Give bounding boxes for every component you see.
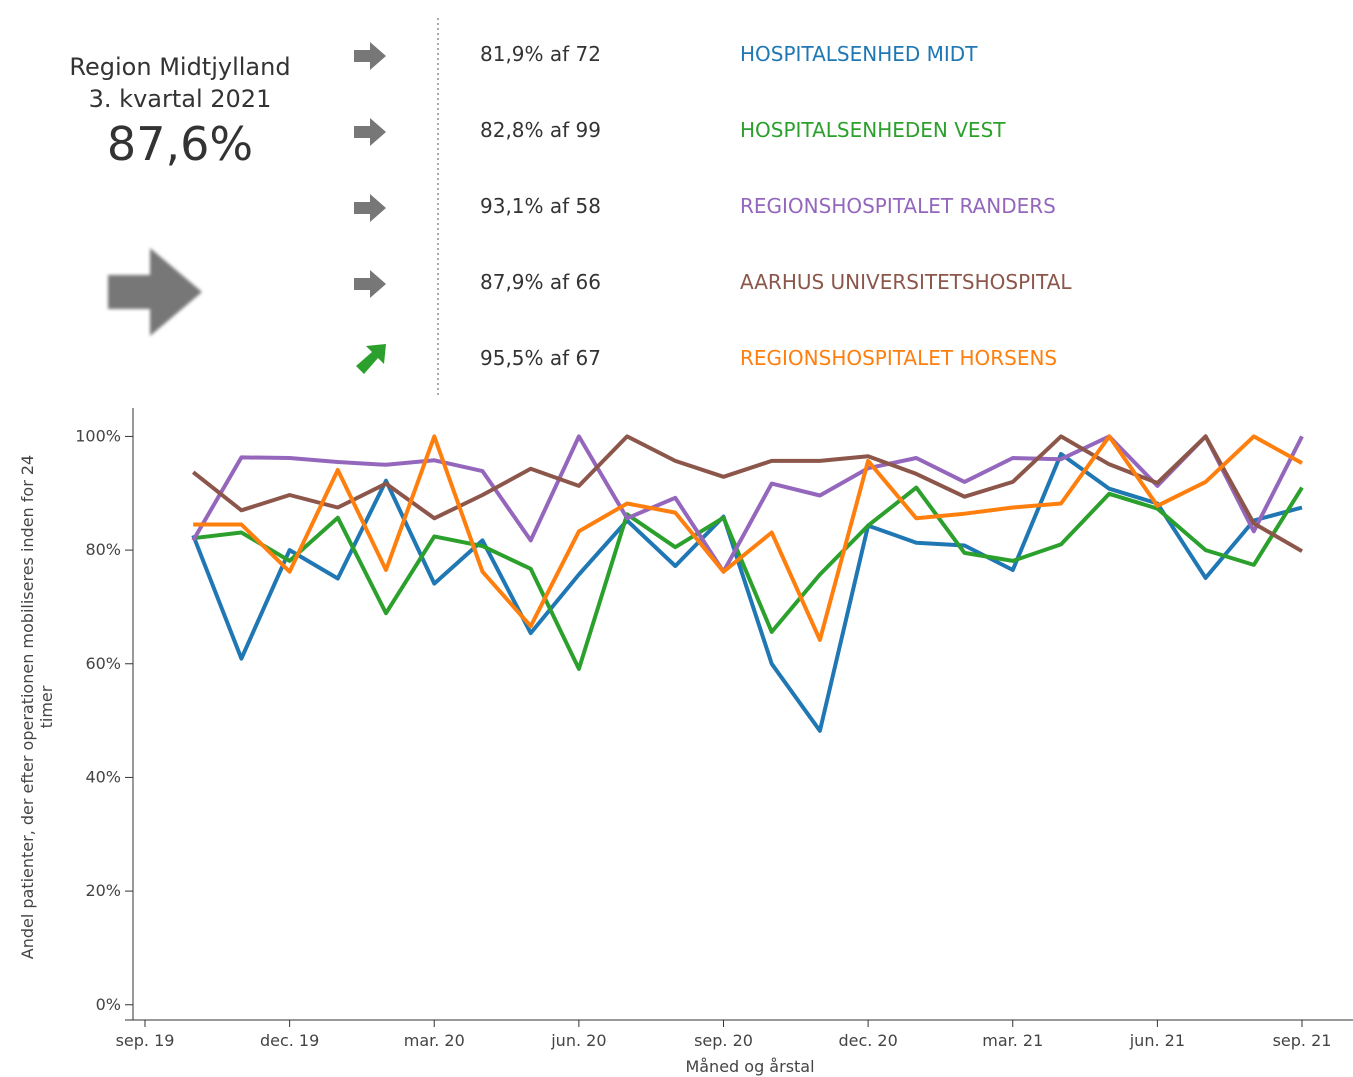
trend-icon bbox=[354, 270, 386, 298]
unit-result: 93,1% af 58 bbox=[480, 194, 601, 218]
y-tick-label: 0% bbox=[96, 995, 121, 1014]
line bbox=[191, 434, 1303, 553]
unit-name: REGIONSHOSPITALET RANDERS bbox=[740, 194, 1056, 218]
trend-icon bbox=[354, 118, 386, 146]
y-tick-label: 60% bbox=[85, 654, 121, 673]
x-tick-label: dec. 20 bbox=[838, 1031, 897, 1050]
unit-name: HOSPITALSENHEDEN VEST bbox=[740, 118, 1006, 142]
unit-result: 87,9% af 66 bbox=[480, 270, 601, 294]
x-tick-label: sep. 21 bbox=[1273, 1031, 1332, 1050]
x-tick-label: sep. 19 bbox=[116, 1031, 175, 1050]
unit-name: HOSPITALSENHED MIDT bbox=[740, 42, 978, 66]
unit-result: 95,5% af 67 bbox=[480, 346, 601, 370]
trend-icon bbox=[356, 344, 386, 374]
line bbox=[191, 452, 1303, 733]
y-tick-label: 20% bbox=[85, 881, 121, 900]
x-tick-label: jun. 20 bbox=[550, 1031, 606, 1050]
x-axis-title: Måned og årstal bbox=[685, 1057, 815, 1076]
line bbox=[192, 485, 1304, 671]
y-tick-label: 40% bbox=[85, 767, 121, 786]
y-axis-title: Andel patienter, der efter operationen m… bbox=[18, 454, 56, 960]
x-tick-label: mar. 21 bbox=[982, 1031, 1043, 1050]
overall-result: 87,6% bbox=[106, 117, 254, 171]
period: 3. kvartal 2021 bbox=[88, 85, 272, 113]
unit-result: 81,9% af 72 bbox=[480, 42, 601, 66]
x-tick-label: mar. 20 bbox=[404, 1031, 465, 1050]
unit-name: AARHUS UNIVERSITETSHOSPITAL bbox=[740, 270, 1072, 294]
overall-trend-arrow bbox=[108, 248, 202, 336]
x-tick-label: jun. 21 bbox=[1129, 1031, 1185, 1050]
x-tick-label: dec. 19 bbox=[260, 1031, 319, 1050]
line bbox=[193, 434, 1303, 642]
trend-icon bbox=[354, 42, 386, 70]
y-tick-label: 100% bbox=[75, 426, 121, 445]
trend-icon bbox=[354, 194, 386, 222]
x-tick-label: sep. 20 bbox=[694, 1031, 753, 1050]
y-tick-label: 80% bbox=[85, 540, 121, 559]
unit-result: 82,8% af 99 bbox=[480, 118, 601, 142]
unit-name: REGIONSHOSPITALET HORSENS bbox=[740, 346, 1058, 370]
region: Region Midtjylland bbox=[69, 53, 291, 81]
